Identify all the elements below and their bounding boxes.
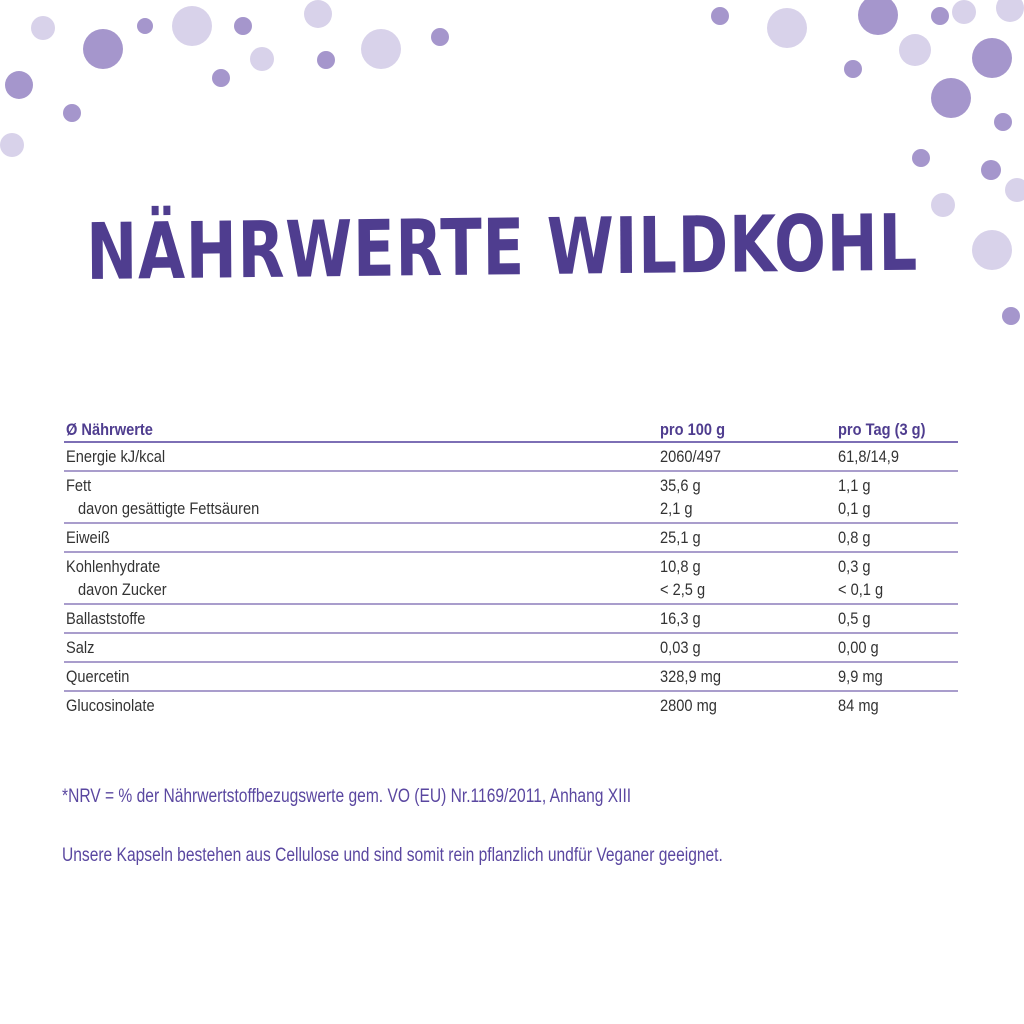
- per-day-cell: 0,3 g: [838, 557, 871, 576]
- decorative-dot: [972, 230, 1012, 270]
- table-line: Quercetin 328,9 mg 9,9 mg: [64, 665, 958, 688]
- decorative-dot: [981, 160, 1001, 180]
- decorative-dot: [234, 17, 252, 35]
- table-line: Ballaststoffe 16,3 g 0,5 g: [64, 607, 958, 630]
- decorative-dot: [431, 28, 449, 46]
- label-cell: Eiweiß: [66, 528, 110, 547]
- decorative-dot: [5, 71, 33, 99]
- decorative-dot: [994, 113, 1012, 131]
- decorative-dot: [931, 193, 955, 217]
- decorative-dot: [361, 29, 401, 69]
- per-100g-cell: 10,8 g: [660, 557, 701, 576]
- table-line: davon gesättigte Fettsäuren 2,1 g 0,1 g: [64, 497, 958, 520]
- per-day-cell: 0,1 g: [838, 499, 871, 518]
- per-100g-cell: 25,1 g: [660, 528, 701, 547]
- label-cell: Ø Nährwerte: [66, 420, 153, 439]
- decorative-dot: [972, 38, 1012, 78]
- decorative-dot: [899, 34, 931, 66]
- decorative-dot: [250, 47, 274, 71]
- table-row: Quercetin 328,9 mg 9,9 mg: [64, 663, 958, 692]
- label-cell: Quercetin: [66, 667, 130, 686]
- decorative-dot: [996, 0, 1024, 22]
- decorative-dot: [63, 104, 81, 122]
- decorative-dot: [317, 51, 335, 69]
- table-row: Salz 0,03 g 0,00 g: [64, 634, 958, 663]
- table-row: Glucosinolate 2800 mg 84 mg: [64, 692, 958, 719]
- label-cell: Fett: [66, 476, 92, 495]
- table-line: Ø Nährwerte pro 100 g pro Tag (3 g): [64, 418, 958, 441]
- label-cell: Kohlenhydrate: [66, 557, 161, 576]
- per-100g-cell: 0,03 g: [660, 638, 701, 657]
- per-day-cell: 0,00 g: [838, 638, 879, 657]
- decorative-dot: [931, 78, 971, 118]
- per-day-cell: 1,1 g: [838, 476, 871, 495]
- per-100g-cell: 2800 mg: [660, 696, 717, 715]
- decorative-dot: [767, 8, 807, 48]
- decorative-dot: [212, 69, 230, 87]
- table-row: Energie kJ/kcal 2060/497 61,8/14,9: [64, 443, 958, 472]
- decorative-dot: [952, 0, 976, 24]
- label-cell: Ballaststoffe: [66, 609, 146, 628]
- table-header: Ø Nährwerte pro 100 g pro Tag (3 g): [64, 418, 958, 443]
- per-day-cell: 84 mg: [838, 696, 879, 715]
- per-day-cell: 0,5 g: [838, 609, 871, 628]
- label-cell: Glucosinolate: [66, 696, 155, 715]
- table-line: Glucosinolate 2800 mg 84 mg: [64, 694, 958, 717]
- label-cell: davon gesättigte Fettsäuren: [78, 499, 260, 518]
- table-line: davon Zucker < 2,5 g < 0,1 g: [64, 578, 958, 601]
- table-line: Salz 0,03 g 0,00 g: [64, 636, 958, 659]
- per-day-cell: 61,8/14,9: [838, 447, 899, 466]
- per-day-cell: < 0,1 g: [838, 580, 884, 599]
- table-line: Fett 35,6 g 1,1 g: [64, 474, 958, 497]
- per-day-cell: 0,8 g: [838, 528, 871, 547]
- decorative-dot: [304, 0, 332, 28]
- decorative-dot: [1002, 307, 1020, 325]
- footnote: *NRV = % der Nährwertstoffbezugswerte ge…: [62, 786, 632, 807]
- per-100g-cell: pro 100 g: [660, 420, 726, 439]
- vegan-note: Unsere Kapseln bestehen aus Cellulose un…: [62, 845, 723, 866]
- decorative-dot: [711, 7, 729, 25]
- per-100g-cell: 328,9 mg: [660, 667, 721, 686]
- decorative-dot: [172, 6, 212, 46]
- decorative-dot: [912, 149, 930, 167]
- decorative-dot: [1005, 178, 1024, 202]
- decorative-dot: [858, 0, 898, 35]
- table-line: Energie kJ/kcal 2060/497 61,8/14,9: [64, 445, 958, 468]
- per-100g-cell: 2,1 g: [660, 499, 693, 518]
- per-100g-cell: 2060/497: [660, 447, 721, 466]
- decorative-dot: [137, 18, 153, 34]
- per-day-cell: 9,9 mg: [838, 667, 883, 686]
- per-100g-cell: 16,3 g: [660, 609, 701, 628]
- table-row: Fett 35,6 g 1,1 g davon gesättigte Fettsäur…: [64, 472, 958, 524]
- table-line: Kohlenhydrate 10,8 g 0,3 g: [64, 555, 958, 578]
- page-title: NÄHRWERTE WILDKOHL: [86, 198, 919, 298]
- label-cell: Salz: [66, 638, 95, 657]
- table-row: Ballaststoffe 16,3 g 0,5 g: [64, 605, 958, 634]
- decorative-dot: [31, 16, 55, 40]
- label-cell: davon Zucker: [78, 580, 167, 599]
- table-line: Eiweiß 25,1 g 0,8 g: [64, 526, 958, 549]
- label-cell: Energie kJ/kcal: [66, 447, 166, 466]
- decorative-dot: [844, 60, 862, 78]
- decorative-dot: [0, 133, 24, 157]
- nutrition-table: Ø Nährwerte pro 100 g pro Tag (3 g) Energie…: [64, 418, 958, 719]
- table-row: Kohlenhydrate 10,8 g 0,3 g davon Zucker < 2,…: [64, 553, 958, 605]
- table-row: Eiweiß 25,1 g 0,8 g: [64, 524, 958, 553]
- per-100g-cell: < 2,5 g: [660, 580, 706, 599]
- per-day-cell: pro Tag (3 g): [838, 420, 926, 439]
- decorative-dot: [83, 29, 123, 69]
- per-100g-cell: 35,6 g: [660, 476, 701, 495]
- decorative-dot: [931, 7, 949, 25]
